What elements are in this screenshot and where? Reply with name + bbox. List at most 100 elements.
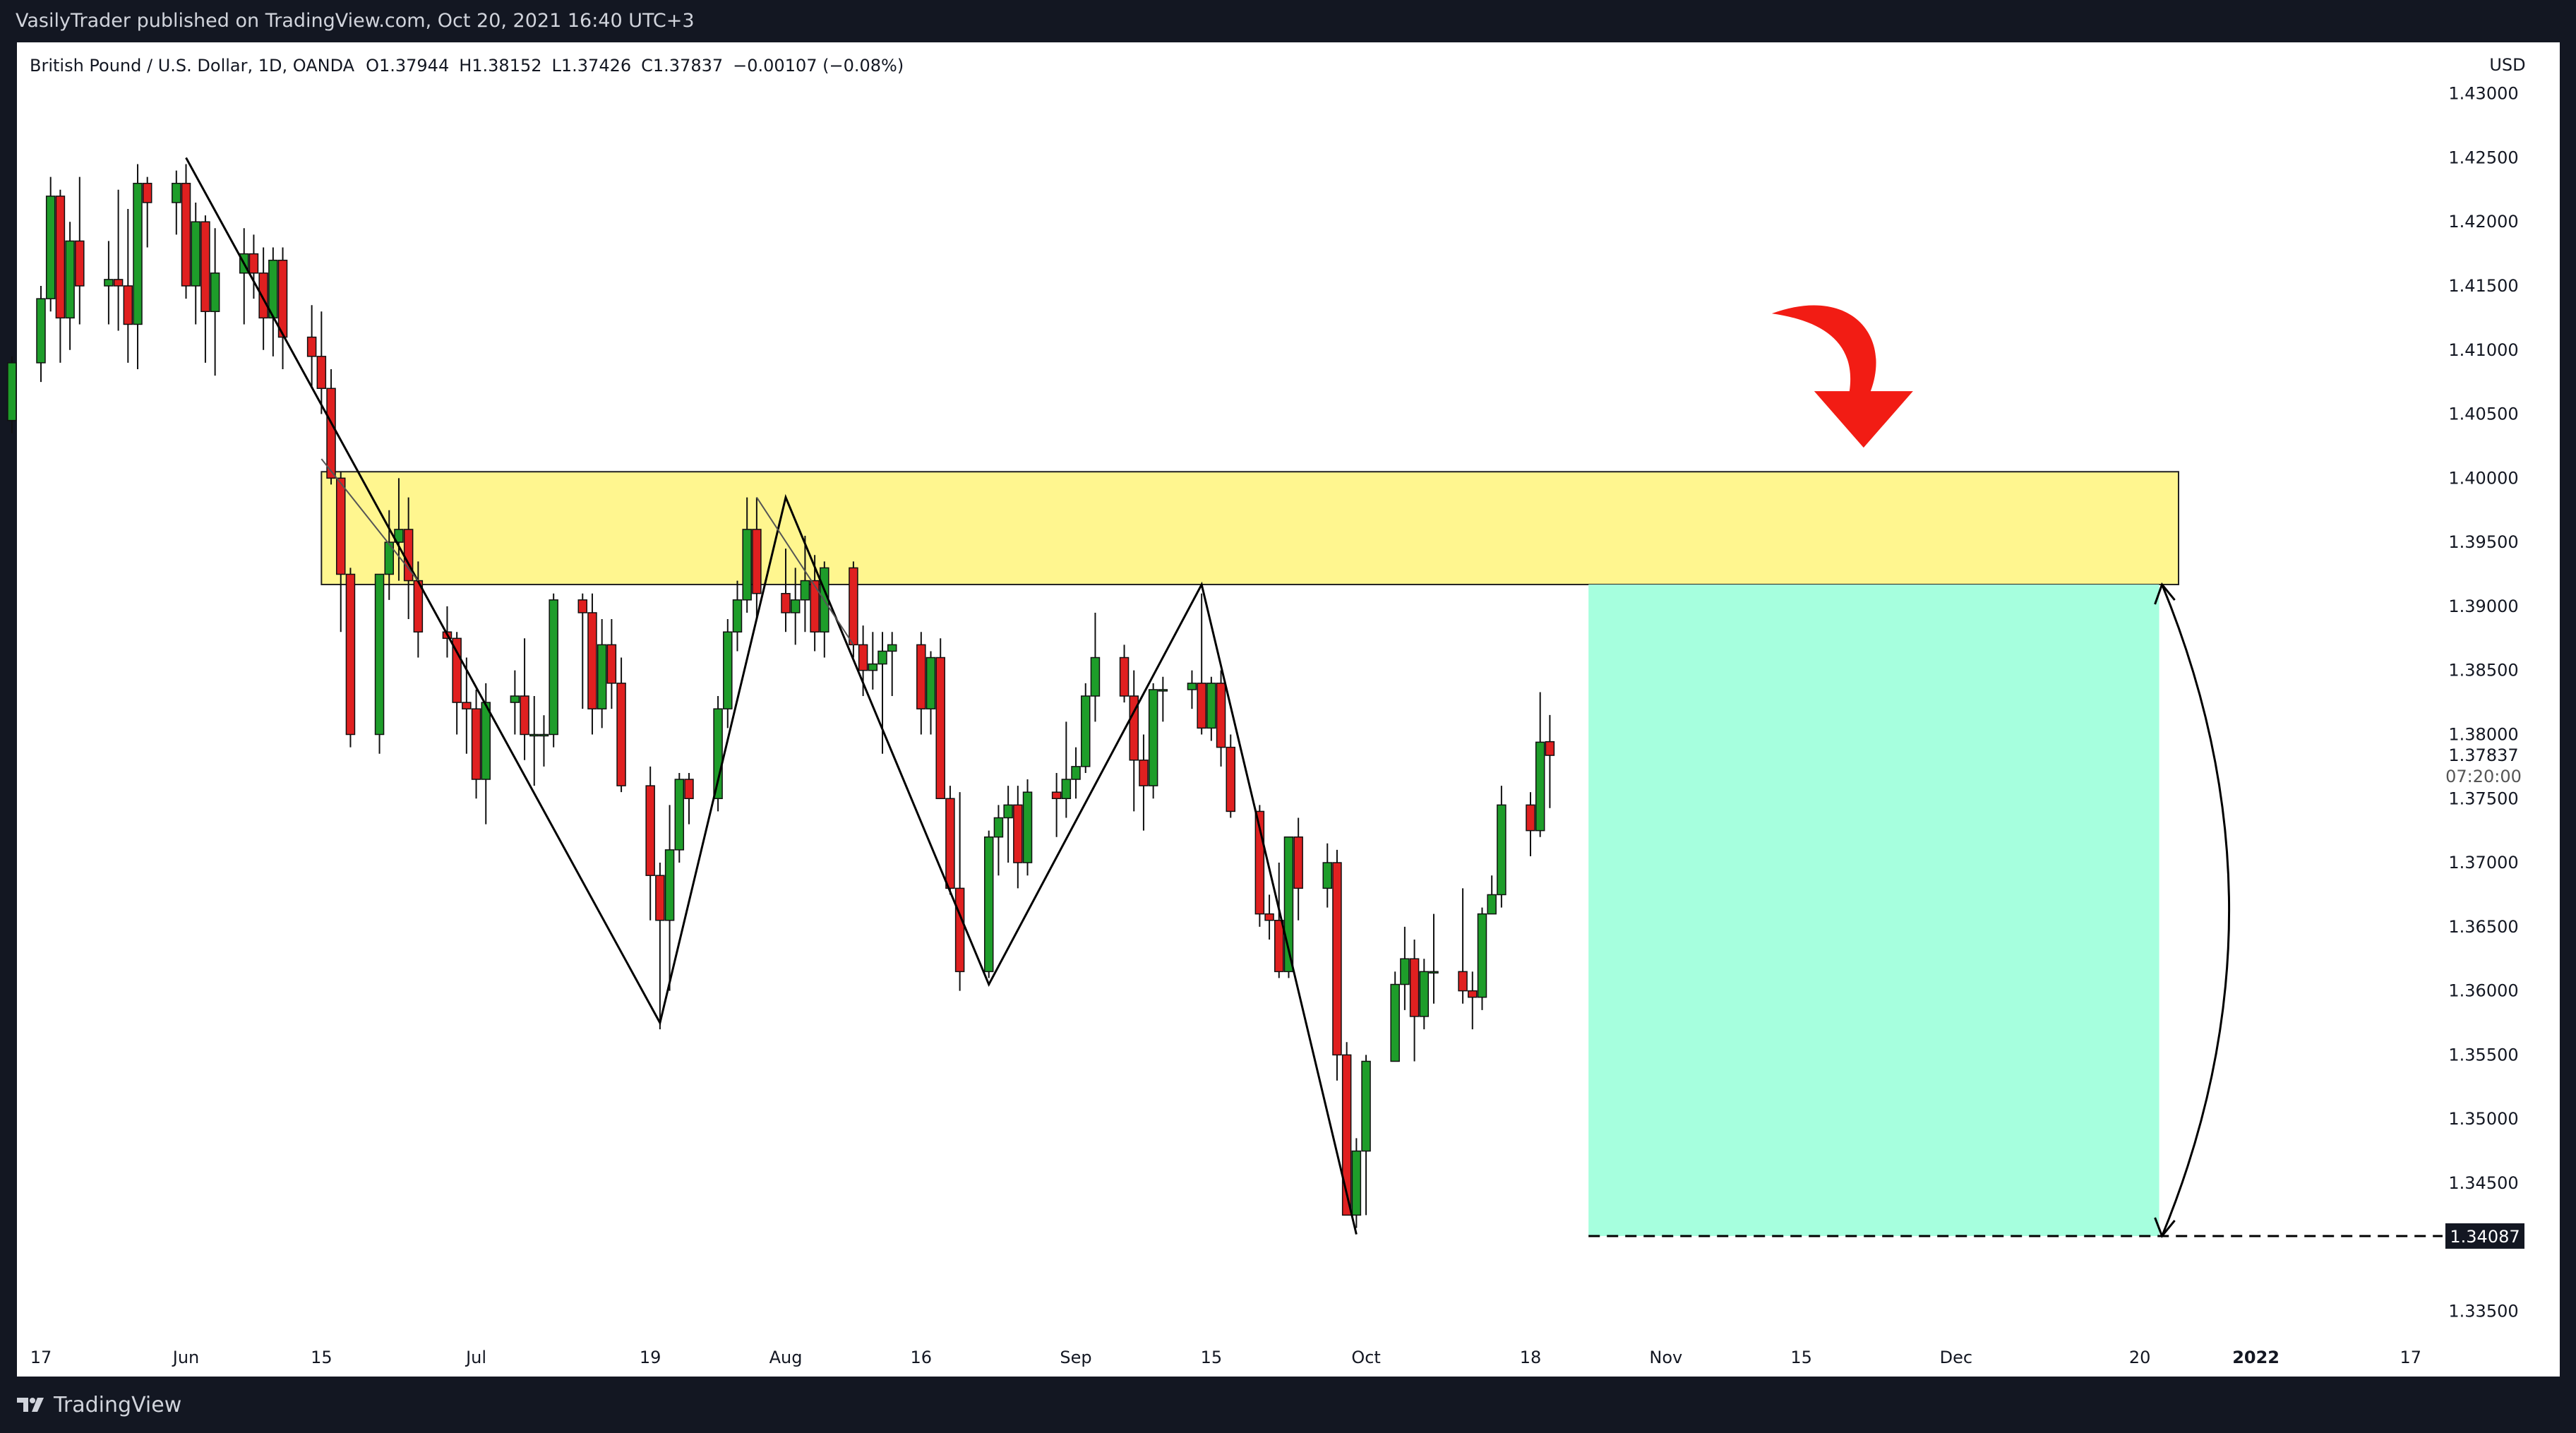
ohlc-open: O1.37944 bbox=[366, 56, 449, 76]
candle-up bbox=[1090, 656, 1101, 697]
candle-down bbox=[1409, 958, 1420, 1017]
retest-marker-line bbox=[756, 497, 854, 645]
price-axis-tick: 1.35500 bbox=[2448, 1045, 2518, 1065]
price-axis-tick: 1.34500 bbox=[2448, 1173, 2518, 1193]
candle-up bbox=[510, 695, 520, 703]
candle-up bbox=[7, 362, 17, 421]
candle-down bbox=[316, 356, 327, 389]
candle-down bbox=[75, 240, 85, 287]
candle-up bbox=[172, 182, 181, 203]
ohlc-high: H1.38152 bbox=[459, 56, 541, 76]
candle-down bbox=[1216, 683, 1226, 748]
candle-up bbox=[1477, 913, 1487, 998]
time-axis-tick: Jun bbox=[172, 1348, 200, 1367]
candle-down bbox=[1264, 913, 1274, 921]
candle-up bbox=[800, 580, 810, 601]
candle-down bbox=[1332, 862, 1342, 1056]
time-axis-tick: 19 bbox=[640, 1348, 661, 1367]
candle-down bbox=[326, 388, 336, 479]
ohlc-low: L1.37426 bbox=[552, 56, 632, 76]
tradingview-logo[interactable]: TradingView bbox=[16, 1389, 181, 1420]
candle-down bbox=[935, 656, 945, 800]
currency-label: USD bbox=[2489, 55, 2525, 75]
footer-bar bbox=[0, 1377, 2576, 1433]
candle-up bbox=[539, 733, 549, 737]
price-axis-tick: 1.38500 bbox=[2448, 661, 2518, 680]
candle-down bbox=[587, 612, 597, 709]
candle-down bbox=[1341, 1054, 1352, 1216]
candle-down bbox=[1013, 804, 1023, 863]
price-axis-tick: 1.41000 bbox=[2448, 340, 2518, 360]
candle-down bbox=[1468, 990, 1478, 998]
price-axis-tick: 1.39000 bbox=[2448, 596, 2518, 616]
candle-up bbox=[1187, 683, 1197, 690]
candle-down bbox=[335, 477, 346, 575]
candle-up bbox=[597, 644, 607, 709]
candle-down bbox=[181, 182, 191, 287]
publisher-bar: VasilyTrader published on TradingView.co… bbox=[0, 0, 2576, 42]
candle-down bbox=[123, 285, 133, 325]
resistance-zone bbox=[320, 471, 2179, 586]
time-axis-tick: 17 bbox=[30, 1348, 52, 1367]
candle-up bbox=[1487, 894, 1497, 915]
symbol-info: British Pound / U.S. Dollar, 1D, OANDA bbox=[30, 56, 355, 76]
candle-down bbox=[945, 798, 955, 889]
price-axis-tick: 1.41500 bbox=[2448, 276, 2518, 296]
candle-up bbox=[1148, 689, 1158, 786]
candle-up bbox=[1080, 695, 1091, 767]
candle-down bbox=[55, 196, 66, 319]
retest-marker-line bbox=[320, 458, 419, 582]
price-axis-tick: 1.42500 bbox=[2448, 148, 2518, 167]
price-axis-tick: 1.33500 bbox=[2448, 1302, 2518, 1321]
candle-down bbox=[577, 599, 588, 613]
time-axis-tick: Jul bbox=[465, 1348, 486, 1367]
current-price-label: 1.37837 bbox=[2448, 745, 2518, 765]
candle-up bbox=[36, 298, 46, 364]
candle-up bbox=[1003, 804, 1013, 819]
candle-up bbox=[394, 529, 404, 543]
time-axis-tick: Oct bbox=[1351, 1348, 1381, 1367]
candle-up bbox=[191, 221, 200, 287]
candle-up bbox=[133, 182, 143, 325]
arrowhead-bottom-icon bbox=[2154, 1217, 2176, 1238]
candle-down bbox=[1458, 971, 1468, 992]
candle-down bbox=[1129, 695, 1139, 761]
candle-down bbox=[306, 336, 317, 357]
candle-up bbox=[1206, 683, 1216, 729]
time-axis-tick: Dec bbox=[1940, 1348, 1972, 1367]
time-axis-tick: 15 bbox=[1201, 1348, 1223, 1367]
candle-up bbox=[65, 240, 75, 319]
candle-up bbox=[1400, 958, 1410, 985]
candle-down bbox=[1139, 760, 1149, 786]
target-price-label: 1.34087 bbox=[2450, 1227, 2520, 1247]
candle-up bbox=[481, 702, 491, 780]
price-axis-tick: 1.38000 bbox=[2448, 724, 2518, 744]
price-axis-tick: 1.35000 bbox=[2448, 1109, 2518, 1129]
time-axis-tick: 2022 bbox=[2232, 1348, 2280, 1367]
candle-up bbox=[1429, 971, 1439, 974]
candle-down bbox=[1226, 746, 1236, 813]
measured-move-arrow bbox=[2161, 584, 2231, 1237]
price-axis-tick: 1.36000 bbox=[2448, 981, 2518, 1001]
time-axis-tick: 17 bbox=[2400, 1348, 2422, 1367]
candle-down bbox=[142, 182, 152, 203]
candle-up bbox=[45, 196, 56, 299]
time-axis-tick: 16 bbox=[911, 1348, 933, 1367]
candle-down bbox=[520, 695, 529, 736]
tradingview-brand: TradingView bbox=[54, 1392, 182, 1417]
candle-down bbox=[1051, 791, 1062, 800]
candle-down bbox=[471, 708, 481, 780]
candle-down bbox=[1293, 836, 1303, 889]
candle-up bbox=[1361, 1060, 1371, 1152]
time-axis-tick: Aug bbox=[769, 1348, 803, 1367]
candle-up bbox=[1390, 983, 1400, 1062]
ohlc-close: C1.37837 bbox=[641, 56, 723, 76]
candle-up bbox=[1419, 971, 1430, 1017]
candle-down bbox=[616, 683, 626, 786]
time-axis-tick: 15 bbox=[1790, 1348, 1812, 1367]
candle-up bbox=[1022, 791, 1033, 863]
time-axis-tick: Sep bbox=[1060, 1348, 1091, 1367]
candle-up bbox=[1351, 1150, 1362, 1216]
candle-down bbox=[954, 887, 965, 973]
